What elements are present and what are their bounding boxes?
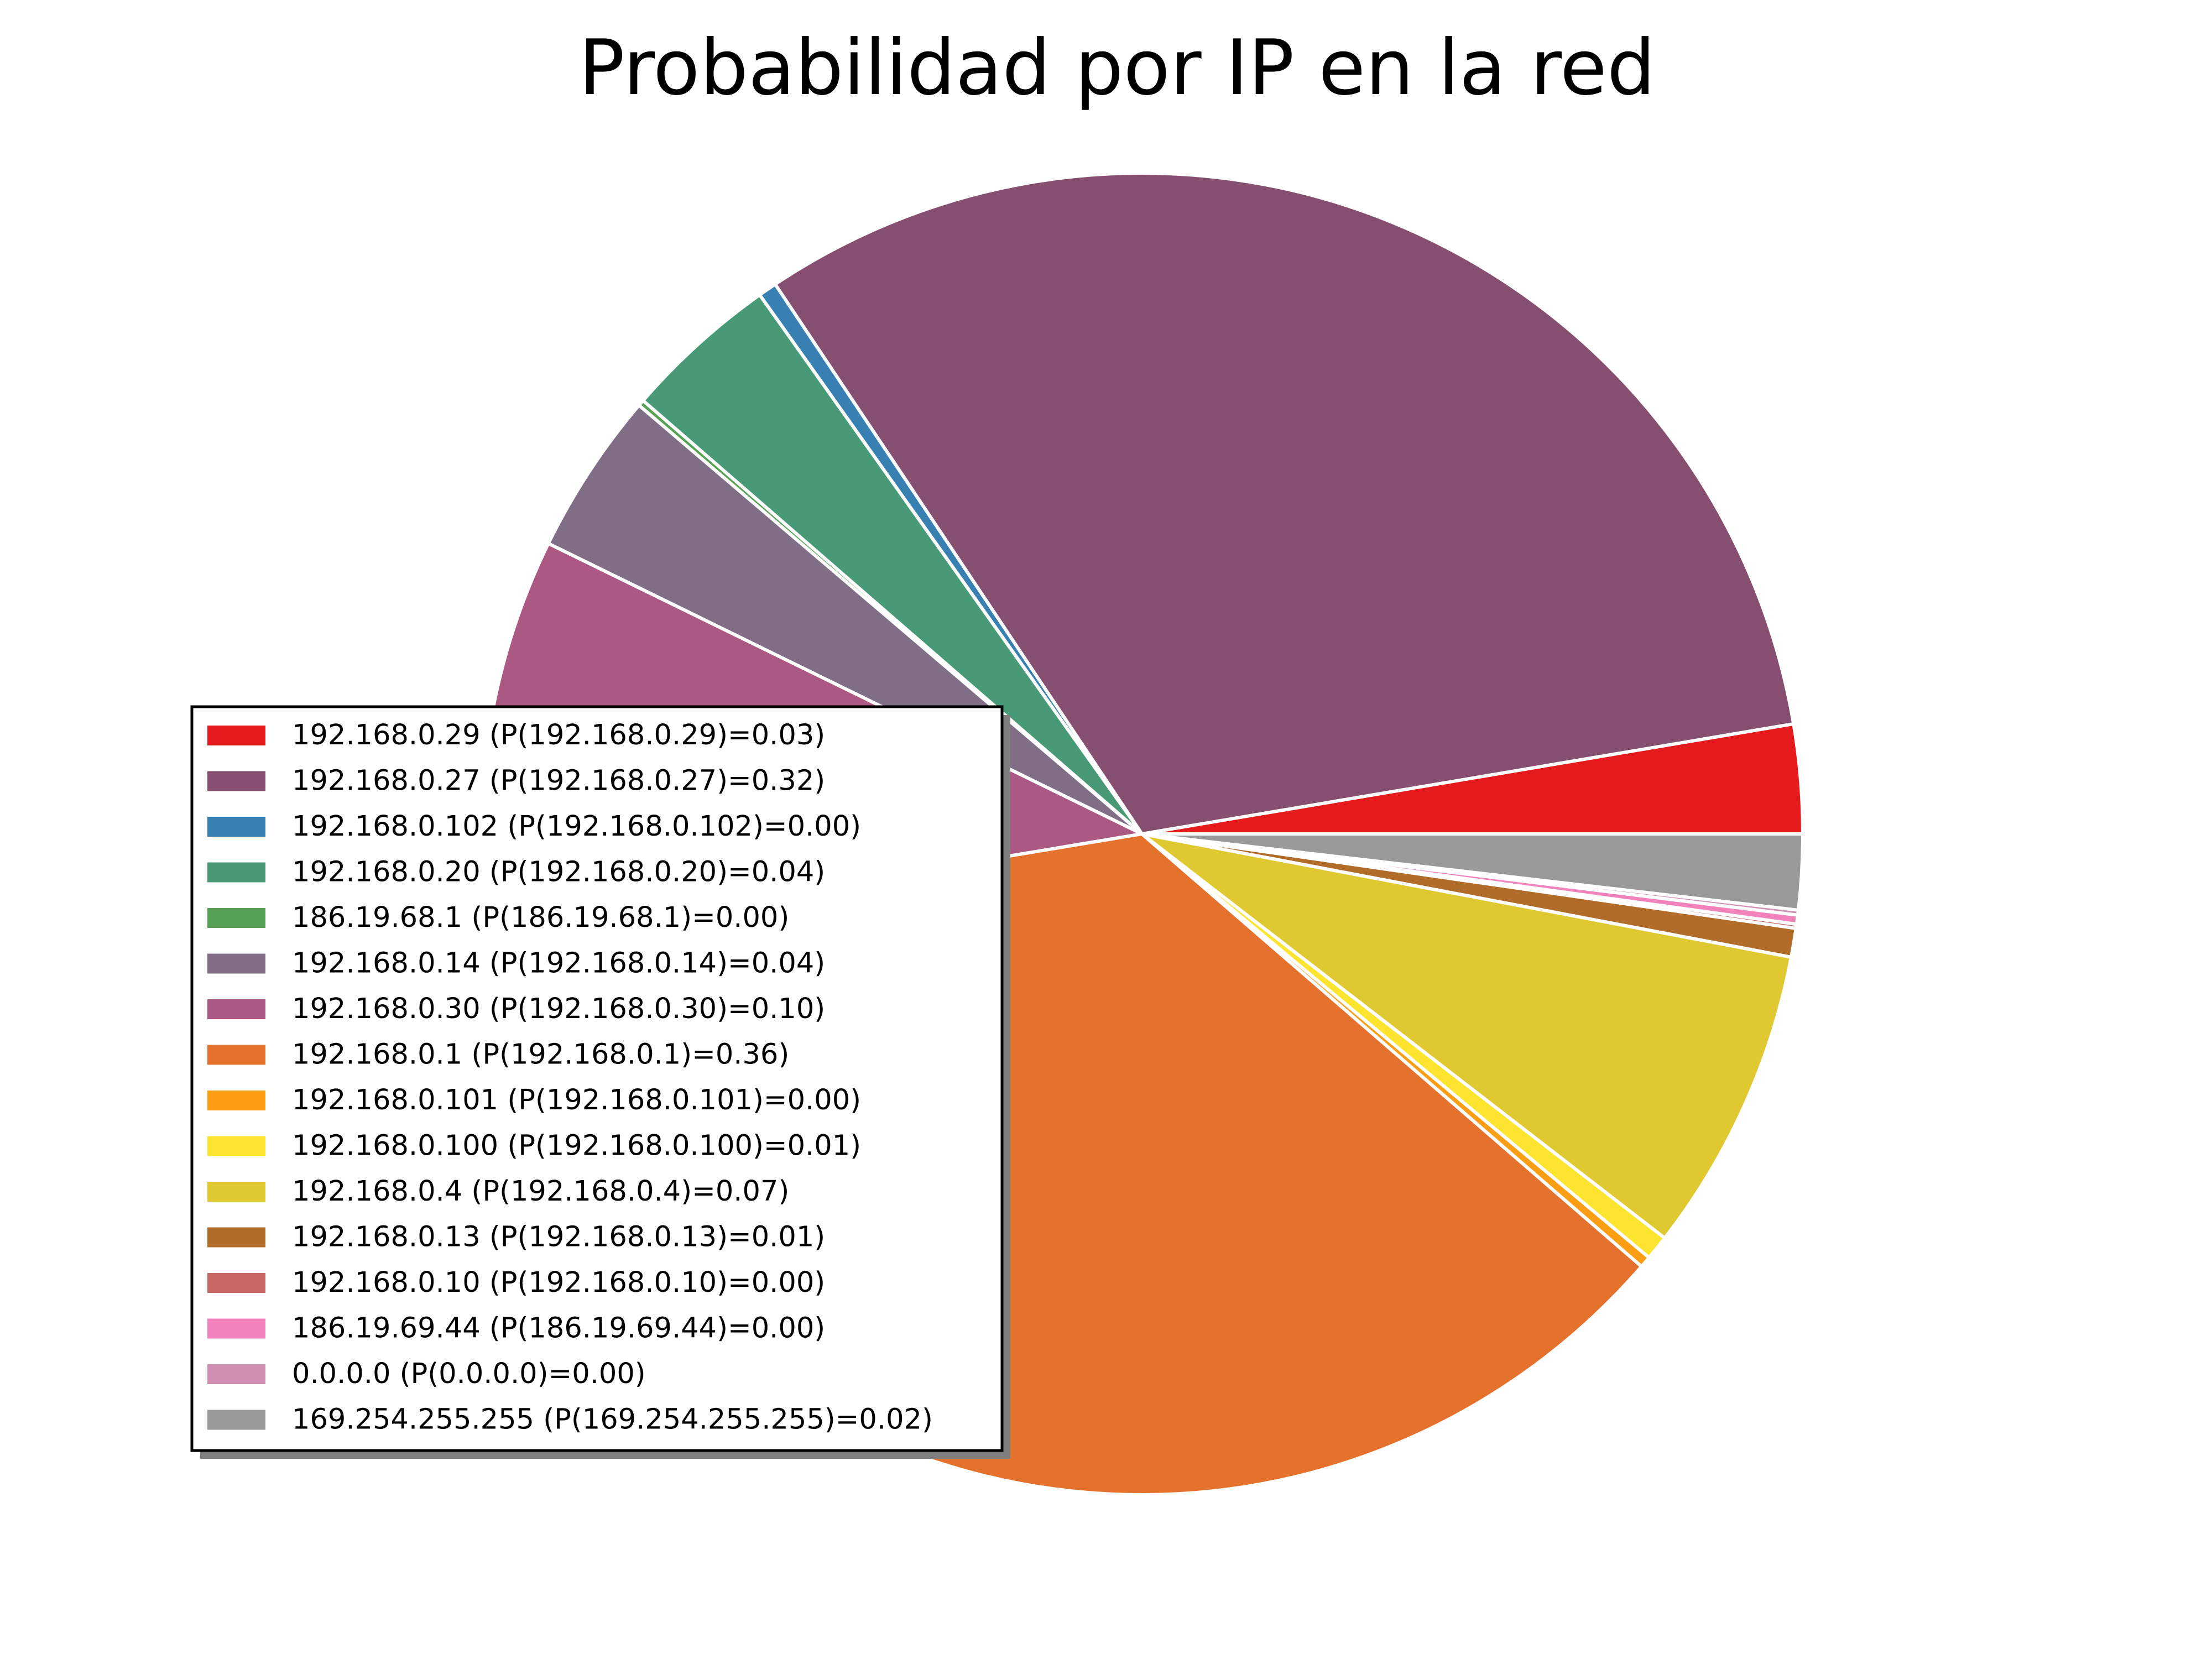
legend-label-15: 169.254.255.255 (P(169.254.255.255)=0.02… [292, 1404, 933, 1436]
chart-title: Probabilidad por IP en la red [579, 23, 1656, 112]
legend-swatch-3 [207, 862, 265, 883]
pie-slice-15 [1140, 832, 1804, 912]
legend-label-1: 192.168.0.27 (P(192.168.0.27)=0.32) [292, 765, 825, 797]
legend-swatch-2 [207, 817, 265, 837]
legend-label-8: 192.168.0.101 (P(192.168.0.101)=0.00) [292, 1084, 861, 1117]
legend-label-14: 0.0.0.0 (P(0.0.0.0)=0.00) [292, 1358, 646, 1390]
legend-label-10: 192.168.0.4 (P(192.168.0.4)=0.07) [292, 1175, 789, 1208]
legend-label-6: 192.168.0.30 (P(192.168.0.30)=0.10) [292, 993, 825, 1025]
legend-swatch-12 [207, 1273, 265, 1293]
legend-label-13: 186.19.69.44 (P(186.19.69.44)=0.00) [292, 1312, 825, 1345]
legend-label-11: 192.168.0.13 (P(192.168.0.13)=0.01) [292, 1221, 825, 1254]
legend-swatch-10 [207, 1182, 265, 1202]
legend-label-0: 192.168.0.29 (P(192.168.0.29)=0.03) [292, 719, 825, 752]
legend-swatch-1 [207, 771, 265, 791]
legend-swatch-13 [207, 1318, 265, 1339]
legend-swatch-7 [207, 1045, 265, 1065]
legend-swatch-15 [207, 1410, 265, 1430]
legend-frame [190, 705, 1004, 1452]
legend-label-12: 192.168.0.10 (P(192.168.0.10)=0.00) [292, 1266, 825, 1299]
legend-swatch-11 [207, 1227, 265, 1248]
legend-label-3: 192.168.0.20 (P(192.168.0.20)=0.04) [292, 856, 825, 889]
legend-label-9: 192.168.0.100 (P(192.168.0.100)=0.01) [292, 1130, 861, 1162]
legend-swatch-4 [207, 908, 265, 928]
legend-swatch-5 [207, 953, 265, 974]
legend-label-4: 186.19.68.1 (P(186.19.68.1)=0.00) [292, 901, 789, 934]
legend-label-7: 192.168.0.1 (P(192.168.0.1)=0.36) [292, 1039, 789, 1071]
pie-slice-1 [773, 171, 1796, 836]
pie-slice-10 [1140, 832, 1793, 1240]
pie-slice-3 [641, 293, 1144, 836]
legend: 192.168.0.29 (P(192.168.0.29)=0.03) 192.1… [190, 705, 1010, 1459]
legend-items: 192.168.0.29 (P(192.168.0.29)=0.03) 192.1… [207, 719, 933, 1436]
legend-label-5: 192.168.0.14 (P(192.168.0.14)=0.04) [292, 947, 825, 980]
legend-swatch-6 [207, 999, 265, 1019]
legend-swatch-8 [207, 1091, 265, 1110]
legend-swatch-0 [207, 726, 265, 745]
legend-swatch-9 [207, 1136, 265, 1156]
legend-swatch-14 [207, 1364, 265, 1384]
legend-label-2: 192.168.0.102 (P(192.168.0.102)=0.00) [292, 810, 861, 843]
